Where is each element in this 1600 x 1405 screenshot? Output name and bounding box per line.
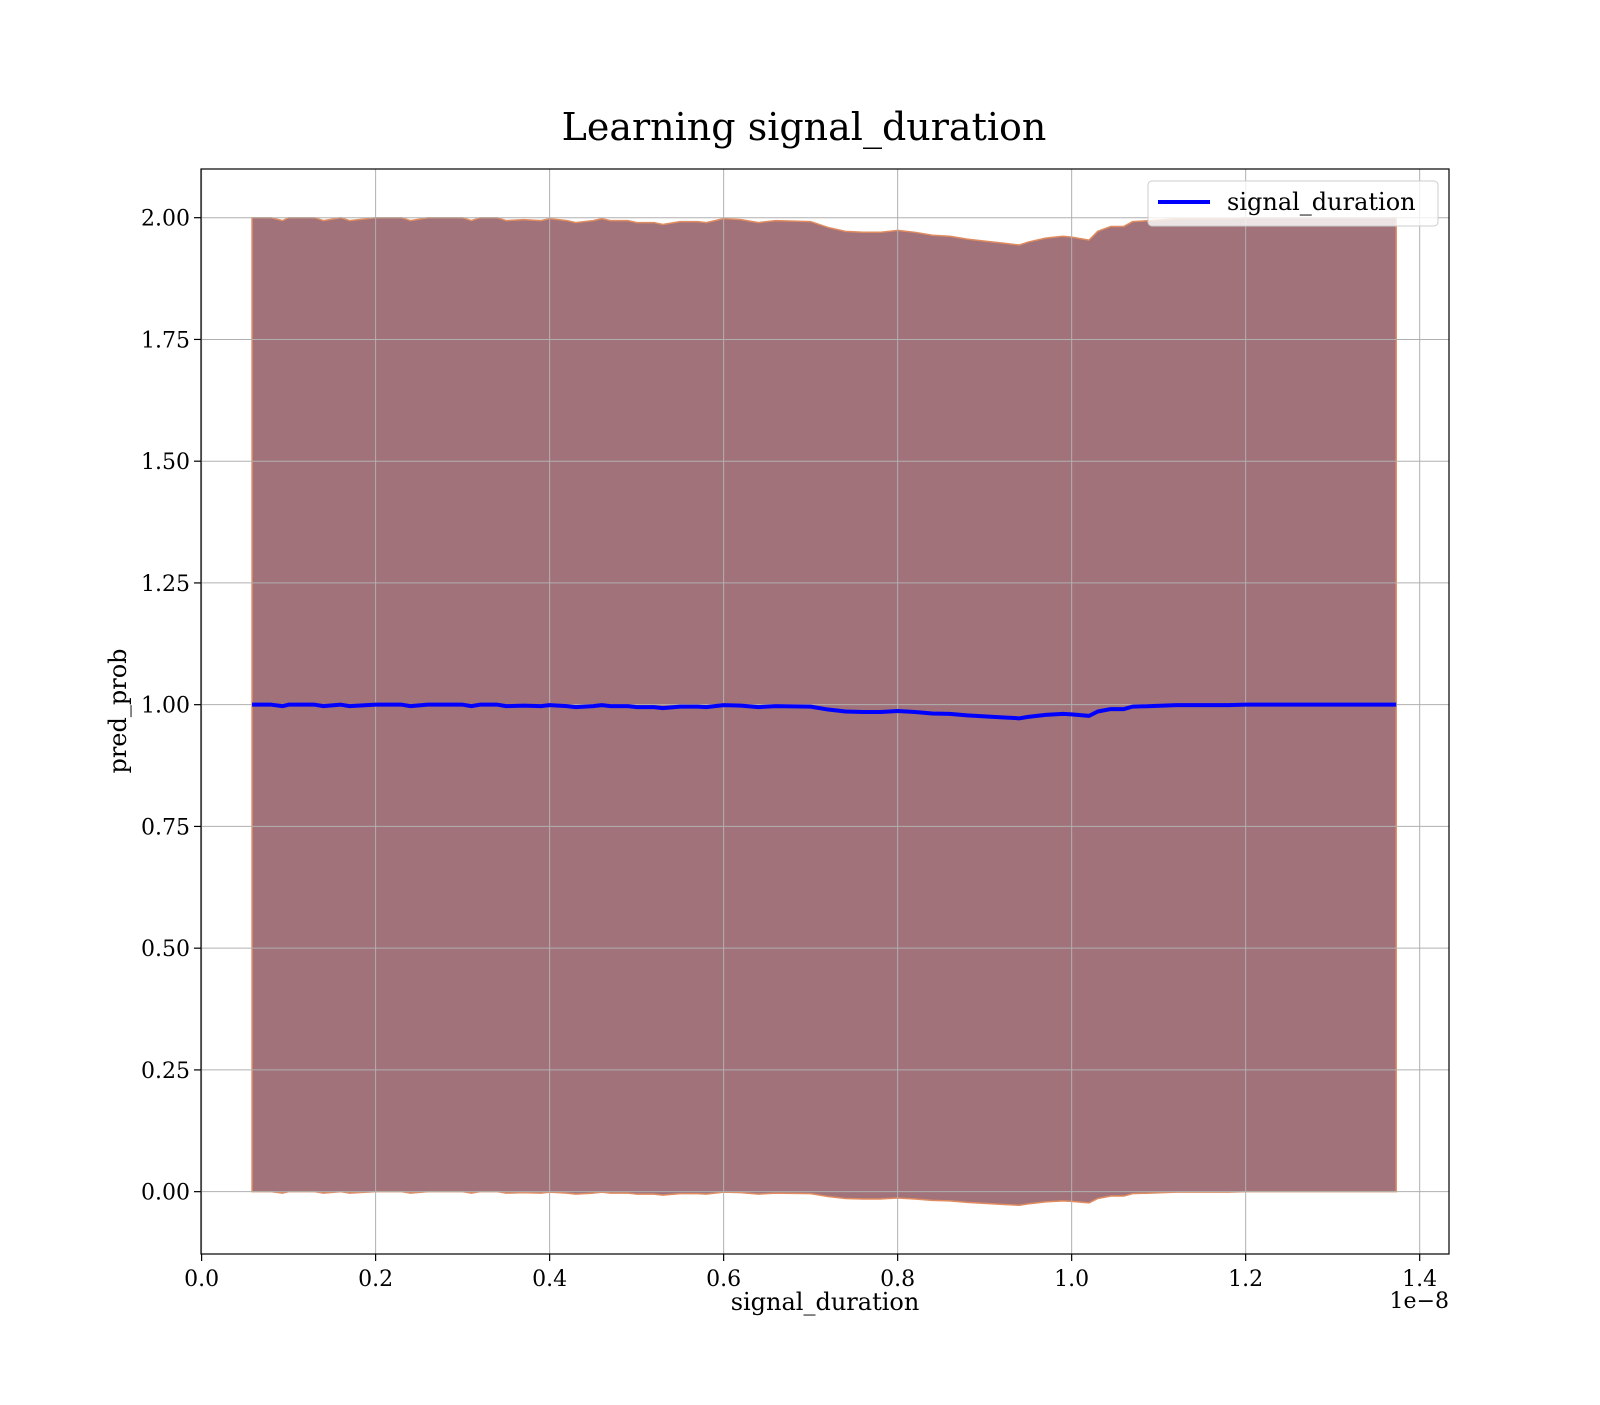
x-axis: 0.0 0.2 0.4 0.6 0.8 1.0 1.2 1.4 <box>184 1254 1437 1292</box>
confidence-band <box>251 216 1397 1207</box>
y-axis-label: pred_prob <box>104 648 132 773</box>
y-tick-label: 0.50 <box>141 937 190 962</box>
y-tick-label: 0.00 <box>141 1181 190 1206</box>
y-tick-label: 1.75 <box>141 328 190 353</box>
x-tick-label: 0.2 <box>358 1267 393 1292</box>
series-line-signal-duration <box>252 702 1397 721</box>
x-tick-label: 1.2 <box>1228 1267 1263 1292</box>
x-axis-offset-label: 1e−8 <box>1390 1289 1449 1314</box>
x-tick-label: 0.0 <box>184 1267 219 1292</box>
legend: signal_duration <box>1147 180 1439 227</box>
y-tick-label: 1.00 <box>141 694 190 719</box>
plot-area <box>200 168 1450 1255</box>
y-tick-label: 0.25 <box>141 1059 190 1084</box>
chart-title: Learning signal_duration <box>562 105 1047 150</box>
x-tick-label: 1.4 <box>1402 1267 1437 1292</box>
legend-frame <box>1147 180 1439 227</box>
x-tick-label: 0.8 <box>880 1267 915 1292</box>
confidence-band-area <box>251 216 1397 1207</box>
plot-frame <box>200 168 1450 1255</box>
y-tick-label: 1.50 <box>141 450 190 475</box>
x-tick-label: 1.0 <box>1054 1267 1089 1292</box>
y-tick-label: 1.25 <box>141 572 190 597</box>
x-tick-label: 0.6 <box>706 1267 741 1292</box>
series-lines <box>252 702 1397 721</box>
legend-label-signal-duration: signal_duration <box>1227 188 1416 216</box>
y-tick-label: 2.00 <box>141 207 190 232</box>
y-axis: 0.00 0.25 0.50 0.75 1.00 1.25 1.50 1.75 2.00 <box>141 207 201 1206</box>
x-axis-label: signal_duration <box>731 1288 920 1316</box>
y-tick-label: 0.75 <box>141 815 190 840</box>
x-tick-label: 0.4 <box>532 1267 567 1292</box>
